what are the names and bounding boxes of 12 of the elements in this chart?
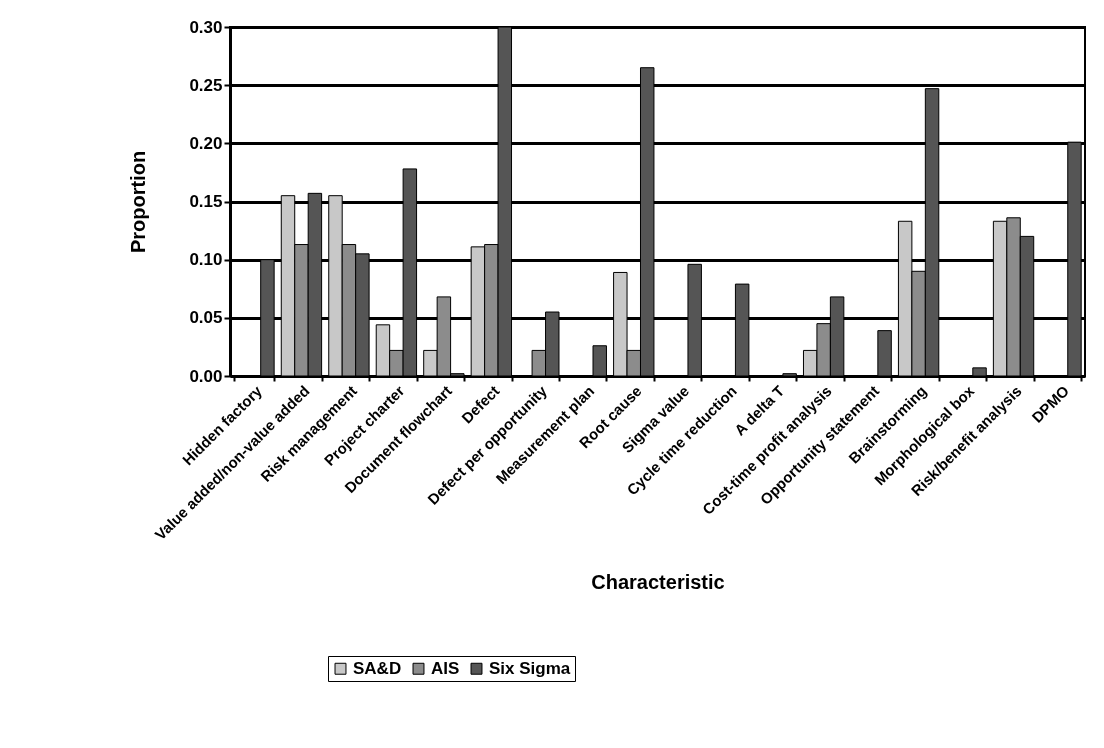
y-tick-label: 0.15 — [189, 192, 223, 211]
x-axis-title: Characteristic — [591, 571, 725, 594]
y-tick-label: 0.00 — [189, 366, 223, 386]
y-axis-title: Proportion — [127, 150, 150, 254]
legend-label: AIS — [431, 658, 460, 678]
y-tick-label: 0.30 — [189, 17, 223, 37]
legend-label: Six Sigma — [489, 658, 571, 678]
y-tick-label: 0.20 — [189, 133, 223, 153]
y-tick-label: 0.05 — [189, 308, 223, 328]
y-tick-label: 0.25 — [189, 75, 223, 95]
y-tick-label: 0.10 — [189, 250, 223, 270]
legend-label: SA&D — [353, 658, 402, 678]
